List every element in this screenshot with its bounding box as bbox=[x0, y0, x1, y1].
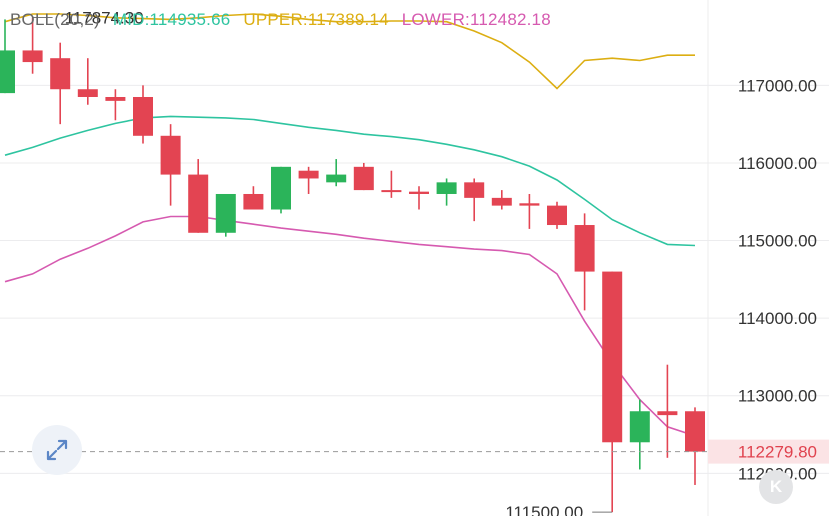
candle-body bbox=[519, 203, 540, 206]
y-tick-label: 115000.00 bbox=[738, 232, 817, 251]
high-price-annotation: 117874.30 bbox=[65, 9, 144, 28]
candle-body bbox=[353, 166, 374, 191]
candle-body bbox=[685, 411, 705, 452]
candle-body bbox=[436, 182, 457, 194]
candle-body bbox=[77, 89, 98, 97]
candle-body bbox=[160, 135, 181, 175]
legend-upper-value: UPPER:117389.14 bbox=[243, 10, 389, 29]
candle-body bbox=[602, 271, 623, 443]
current-price-label: 112279.80 bbox=[738, 443, 817, 462]
legend-lower-value: LOWER:112482.18 bbox=[401, 10, 551, 29]
legend-indicator-name: BOLL(20,2) bbox=[10, 10, 100, 29]
series-line-mid bbox=[4, 115, 696, 247]
k-logo-icon: K bbox=[769, 477, 783, 496]
candle-body bbox=[464, 182, 485, 198]
kline-logo-button[interactable]: K bbox=[759, 470, 793, 504]
y-tick-label: 113000.00 bbox=[738, 387, 817, 406]
candle-body bbox=[215, 193, 236, 233]
candle-body bbox=[409, 191, 429, 194]
candle-body bbox=[491, 197, 512, 206]
candle-body bbox=[188, 174, 209, 233]
candle-body bbox=[547, 205, 567, 226]
expand-diagonal-icon bbox=[46, 439, 68, 461]
expand-chart-button[interactable] bbox=[32, 425, 82, 475]
candle-body bbox=[243, 193, 264, 210]
low-price-annotation: 111500.00 bbox=[505, 503, 583, 516]
y-tick-label: 116000.00 bbox=[738, 154, 817, 173]
candle-body bbox=[271, 166, 291, 210]
legend-mid-value: MID:114935.66 bbox=[112, 10, 231, 29]
candle-body bbox=[22, 50, 43, 63]
candle-body bbox=[326, 174, 347, 183]
candle-body bbox=[133, 96, 153, 136]
candle-body bbox=[105, 96, 126, 101]
candle-body bbox=[629, 411, 650, 443]
series-line-lower bbox=[4, 215, 696, 437]
boll-legend: BOLL(20,2) MID:114935.66 UPPER:117389.14… bbox=[10, 10, 559, 30]
candle-body bbox=[50, 58, 71, 90]
candle-body bbox=[298, 170, 319, 179]
candle-body bbox=[657, 411, 678, 416]
current-price-tag bbox=[708, 439, 829, 464]
candle-body bbox=[0, 50, 15, 94]
candle-body bbox=[381, 190, 402, 193]
y-tick-label: 117000.00 bbox=[738, 76, 817, 95]
series-line-upper bbox=[4, 13, 695, 90]
candle-body bbox=[574, 225, 595, 272]
y-tick-label: 114000.00 bbox=[738, 309, 817, 328]
